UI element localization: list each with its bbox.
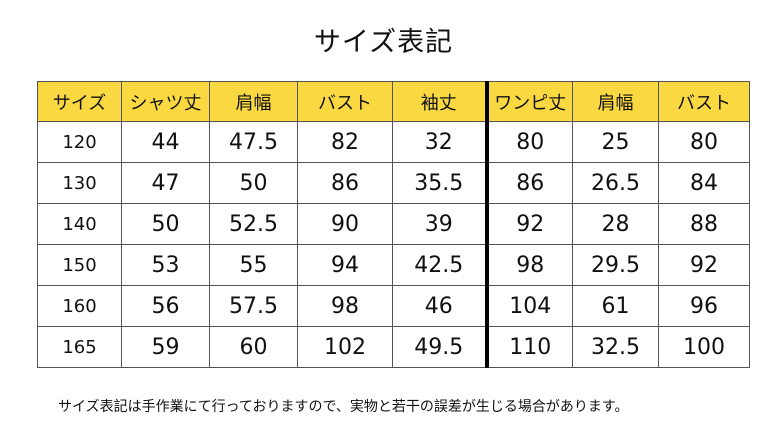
table-cell: 49.5 <box>392 326 487 368</box>
table-cell: 165 <box>37 326 122 368</box>
table-cell: 150 <box>37 244 122 286</box>
table-cell: 140 <box>37 203 122 245</box>
table-cell: 56 <box>121 285 210 327</box>
table-cell: 94 <box>297 244 393 286</box>
table-cell: 29.5 <box>572 244 659 286</box>
table-cell: 86 <box>297 162 393 204</box>
table-row: 165 59 60 102 49.5 110 32.5 100 <box>37 326 750 368</box>
table-cell: 92 <box>484 203 573 245</box>
size-table: サイズ シャツ丈 肩幅 バスト 袖丈 ワンピ丈 肩幅 バスト 120 44 47… <box>37 81 750 368</box>
table-cell: 39 <box>392 203 487 245</box>
table-cell: 47 <box>121 162 210 204</box>
table-cell: 90 <box>297 203 393 245</box>
table-row: 140 50 52.5 90 39 92 28 88 <box>37 203 750 245</box>
page-title: サイズ表記 <box>313 27 454 58</box>
table-cell: 28 <box>572 203 659 245</box>
table-cell: 52.5 <box>209 203 298 245</box>
table-cell: 80 <box>658 121 750 163</box>
table-cell: 104 <box>484 285 573 327</box>
table-row: 150 53 55 94 42.5 98 29.5 92 <box>37 244 750 286</box>
table-cell: 110 <box>484 326 573 368</box>
table-cell: 57.5 <box>209 285 298 327</box>
table-row: 130 47 50 86 35.5 86 26.5 84 <box>37 162 750 204</box>
table-row: 120 44 47.5 82 32 80 25 80 <box>37 121 750 163</box>
table-cell: 50 <box>121 203 210 245</box>
table-cell: 130 <box>37 162 122 204</box>
table-cell: 60 <box>209 326 298 368</box>
table-cell: 88 <box>658 203 750 245</box>
header-dress-shoulder-width: 肩幅 <box>572 81 659 122</box>
table-cell: 32.5 <box>572 326 659 368</box>
table-cell: 46 <box>392 285 487 327</box>
table-cell: 61 <box>572 285 659 327</box>
header-shoulder-width: 肩幅 <box>209 81 298 122</box>
table-cell: 160 <box>37 285 122 327</box>
header-shirt-length: シャツ丈 <box>121 81 210 122</box>
table-cell: 98 <box>484 244 573 286</box>
table-cell: 86 <box>484 162 573 204</box>
header-dress-bust: バスト <box>658 81 750 122</box>
table-cell: 26.5 <box>572 162 659 204</box>
table-cell: 84 <box>658 162 750 204</box>
table-cell: 120 <box>37 121 122 163</box>
table-row: 160 56 57.5 98 46 104 61 96 <box>37 285 750 327</box>
header-bust: バスト <box>297 81 393 122</box>
table-cell: 80 <box>484 121 573 163</box>
table-cell: 55 <box>209 244 298 286</box>
header-sleeve-length: 袖丈 <box>392 81 487 122</box>
disclaimer-note: サイズ表記は手作業にて行っておりますので、実物と若干の誤差が生じる場合があります… <box>58 399 629 415</box>
table-cell: 92 <box>658 244 750 286</box>
table-cell: 44 <box>121 121 210 163</box>
table-cell: 96 <box>658 285 750 327</box>
header-size: サイズ <box>37 81 122 122</box>
table-cell: 59 <box>121 326 210 368</box>
table-cell: 98 <box>297 285 393 327</box>
table-cell: 102 <box>297 326 393 368</box>
table-cell: 50 <box>209 162 298 204</box>
table-cell: 42.5 <box>392 244 487 286</box>
table-cell: 25 <box>572 121 659 163</box>
table-cell: 47.5 <box>209 121 298 163</box>
table-cell: 100 <box>658 326 750 368</box>
table-cell: 32 <box>392 121 487 163</box>
table-cell: 82 <box>297 121 393 163</box>
table-cell: 53 <box>121 244 210 286</box>
table-cell: 35.5 <box>392 162 487 204</box>
header-row: サイズ シャツ丈 肩幅 バスト 袖丈 ワンピ丈 肩幅 バスト <box>37 81 750 122</box>
header-dress-length: ワンピ丈 <box>484 81 573 122</box>
